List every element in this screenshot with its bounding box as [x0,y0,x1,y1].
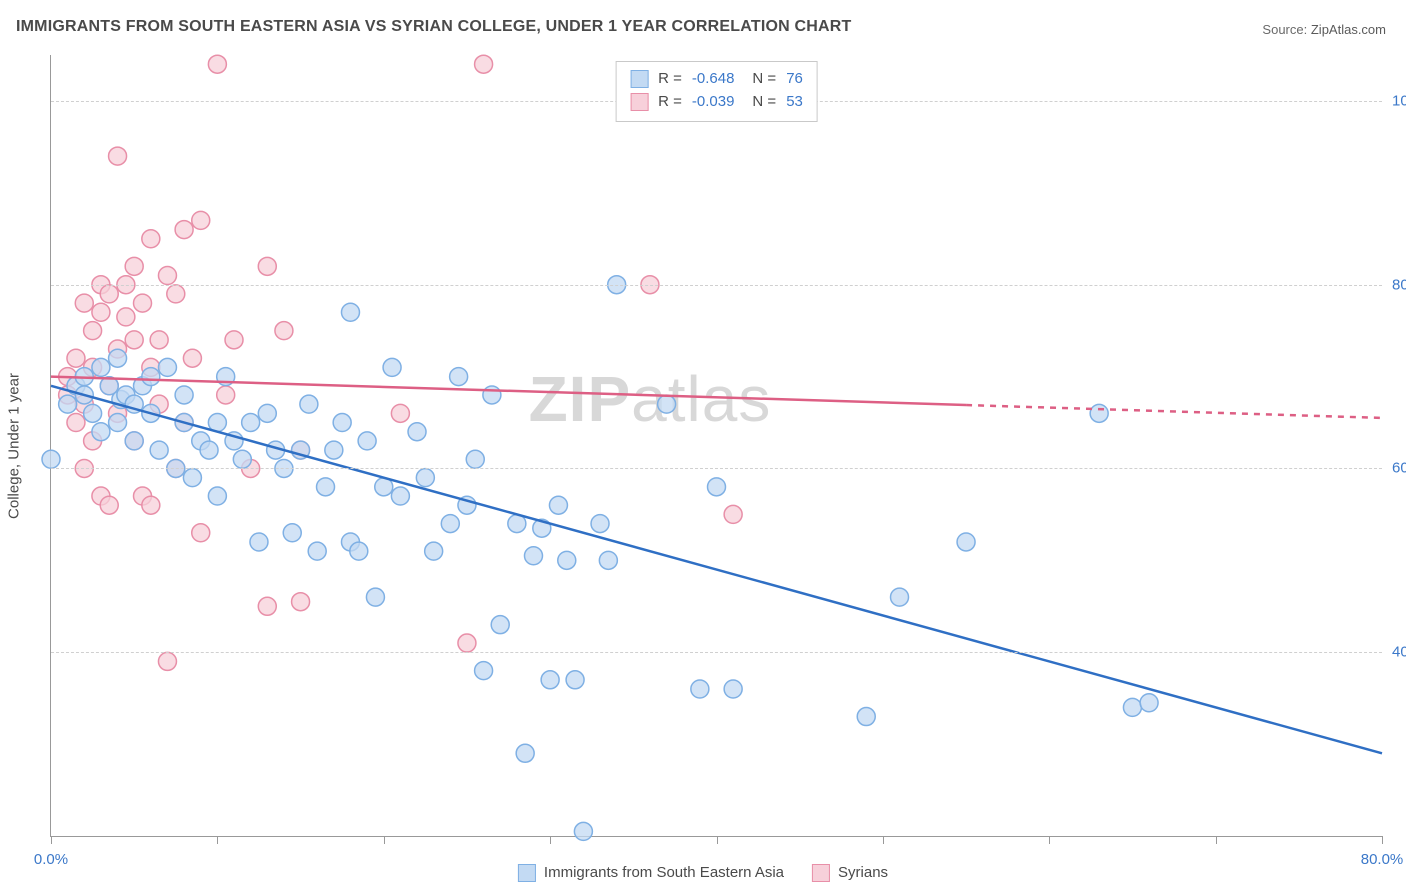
y-tick-label: 40.0% [1392,644,1406,661]
stat-swatch-syr [630,93,648,111]
y-tick-label: 60.0% [1392,460,1406,477]
x-tick [51,836,52,844]
legend-item-syr: Syrians [812,864,888,882]
stat-r-sea: -0.648 [692,68,735,91]
grid-line [51,652,1382,653]
x-tick-label: 80.0% [1361,851,1404,868]
legend-label-sea: Immigrants from South Eastern Asia [544,864,784,881]
grid-line [51,285,1382,286]
stat-n-sea: 76 [786,68,803,91]
legend-swatch-sea [518,864,536,882]
stat-swatch-sea [630,70,648,88]
source-value: ZipAtlas.com [1311,22,1386,37]
stat-n-syr: 53 [786,91,803,114]
x-tick [550,836,551,844]
y-tick-label: 100.0% [1392,92,1406,109]
legend-item-sea: Immigrants from South Eastern Asia [518,864,784,882]
legend-swatch-syr [812,864,830,882]
legend-label-syr: Syrians [838,864,888,881]
correlation-stat-box: R = -0.648 N = 76 R = -0.039 N = 53 [615,61,818,122]
x-tick [883,836,884,844]
chart-plot-area: ZIPatlas 40.0%60.0%80.0%100.0%0.0%80.0% … [50,55,1382,837]
x-tick-label: 0.0% [34,851,68,868]
bottom-legend: Immigrants from South Eastern Asia Syria… [518,864,888,882]
y-tick-label: 80.0% [1392,276,1406,293]
source-label: Source: [1262,22,1307,37]
x-tick [1382,836,1383,844]
x-tick [217,836,218,844]
stat-row-sea: R = -0.648 N = 76 [630,68,803,91]
x-tick [1049,836,1050,844]
source-attribution: Source: ZipAtlas.com [1262,22,1386,37]
chart-title: IMMIGRANTS FROM SOUTH EASTERN ASIA VS SY… [16,18,852,36]
y-axis-label: College, Under 1 year [6,373,23,519]
x-tick [384,836,385,844]
x-tick [717,836,718,844]
stat-r-syr: -0.039 [692,91,735,114]
x-tick [1216,836,1217,844]
scatter-svg [51,55,1382,836]
stat-row-syr: R = -0.039 N = 53 [630,91,803,114]
grid-line [51,468,1382,469]
